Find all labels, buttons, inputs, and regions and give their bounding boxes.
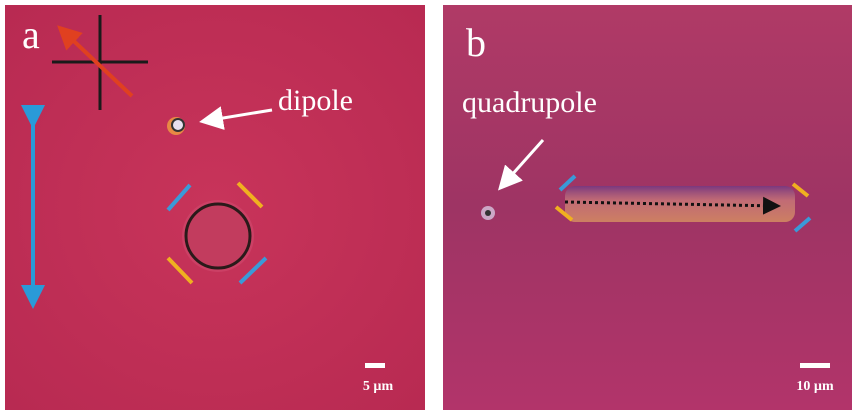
scale-bar-label: 10 µm: [796, 379, 834, 394]
panel-label: b: [466, 20, 486, 65]
droplet: [182, 200, 254, 272]
panel-label: a: [22, 12, 40, 57]
annotation: dipole: [278, 84, 353, 117]
figure: a dipole 5 µm b quadrupole 10 µm: [0, 0, 856, 414]
scale-bar: [800, 363, 830, 368]
scale-bar-label: 5 µm: [363, 379, 394, 394]
page: a dipole 5 µm b quadrupole 10 µm (() => …: [0, 0, 856, 414]
scale-bar: [365, 363, 385, 368]
dipole-particle: [167, 117, 185, 135]
annotation: quadrupole: [462, 86, 597, 119]
quadrupole-particle: [481, 206, 495, 220]
